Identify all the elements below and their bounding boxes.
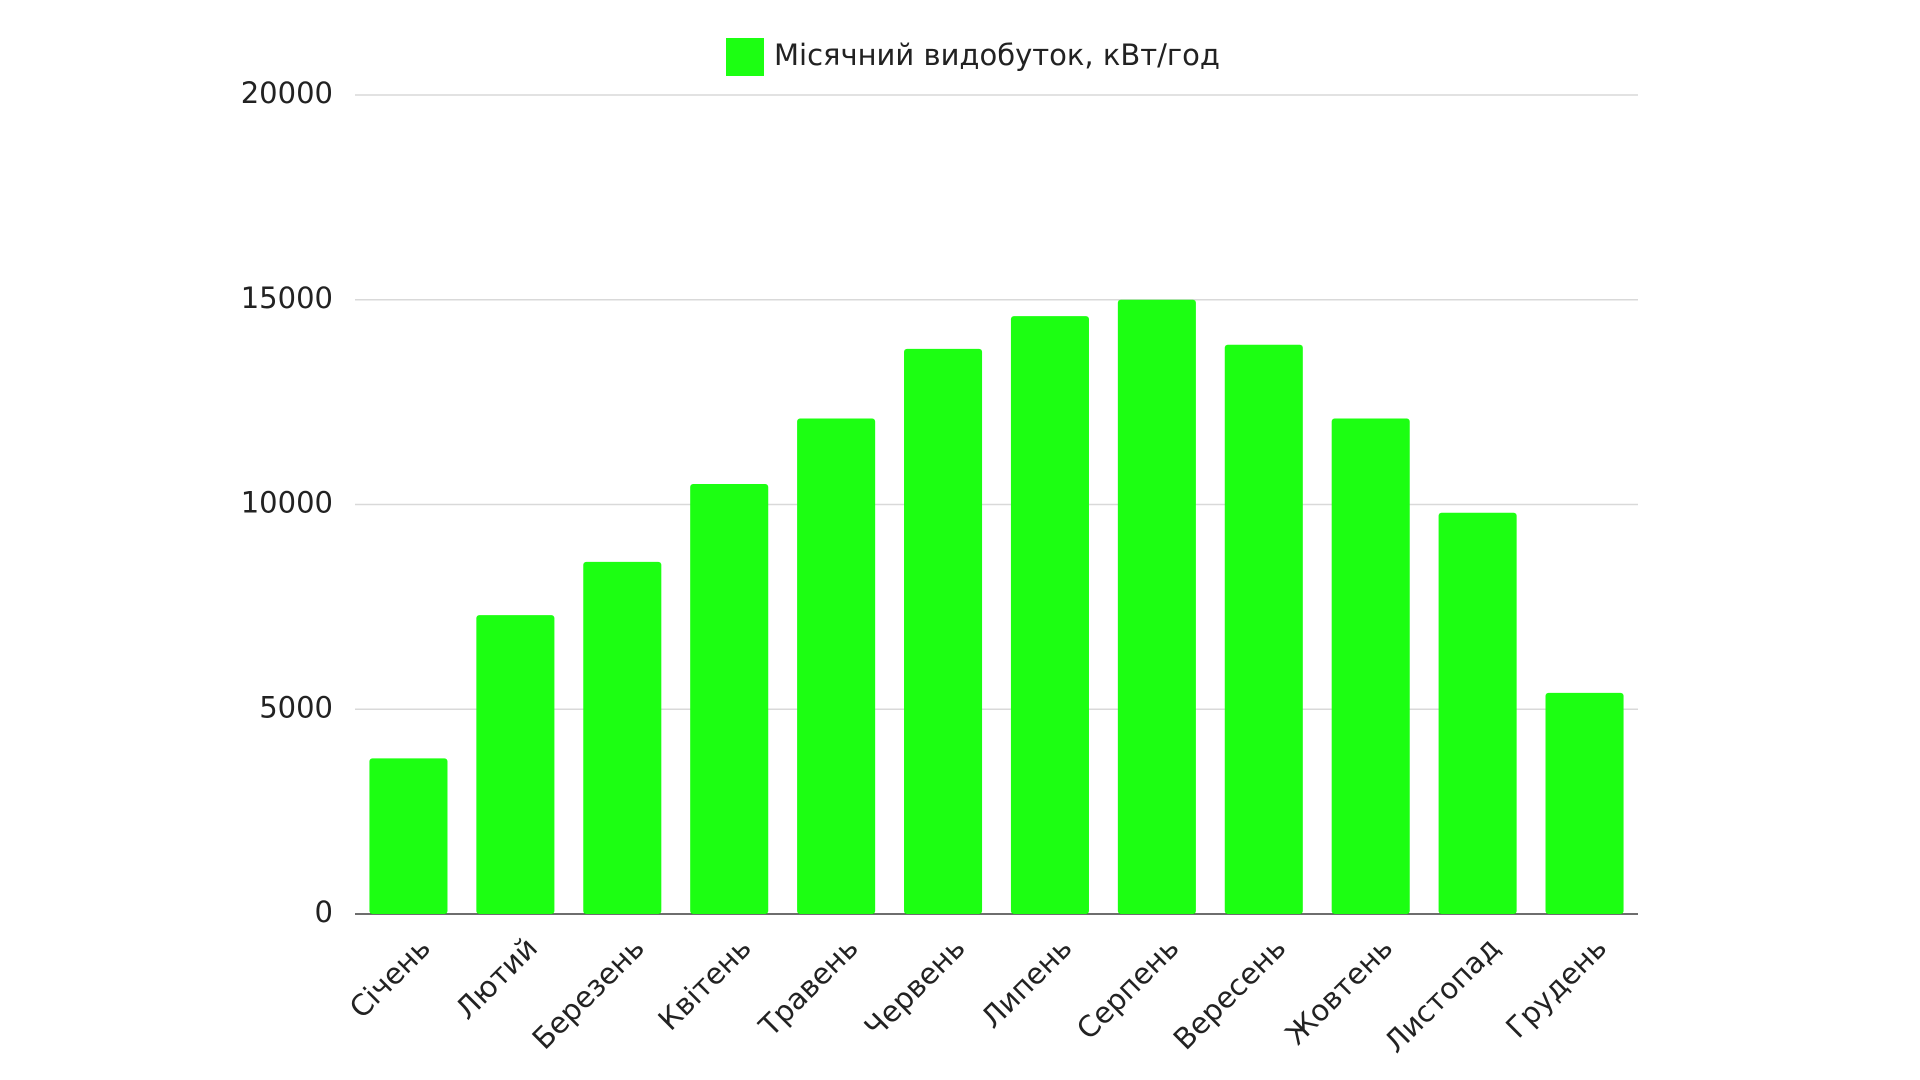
y-tick-label: 15000 [241,281,333,315]
x-tick-label: Серпень [1070,931,1186,1047]
x-tick-label: Травень [752,931,865,1044]
bar [1331,418,1410,914]
bar [904,348,983,914]
bar [1545,692,1624,914]
bar [476,615,555,914]
x-tick-label: Вересень [1167,931,1293,1057]
bar [1010,316,1089,914]
bar [1117,299,1196,914]
y-tick-label: 10000 [241,486,333,520]
x-tick-label: Березень [526,931,651,1056]
x-tick-label: Листопад [1378,931,1507,1060]
x-tick-label: Червень [858,931,972,1045]
bar [1438,512,1517,914]
x-tick-label: Липень [974,931,1078,1035]
x-tick-label: Лютий [449,931,544,1026]
bar [369,758,448,914]
x-tick-label: Квітень [651,931,757,1037]
legend-swatch [726,38,764,76]
bar [797,418,876,914]
x-tick-label: Грудень [1499,931,1613,1045]
y-tick-label: 20000 [241,76,333,110]
bar [1224,344,1303,914]
bar [690,484,769,914]
y-tick-label: 5000 [259,690,333,724]
y-tick-label: 0 [315,895,333,929]
x-tick-label: Січень [343,931,437,1025]
bar [583,561,662,914]
legend-label: Місячний видобуток, кВт/год [774,38,1220,72]
